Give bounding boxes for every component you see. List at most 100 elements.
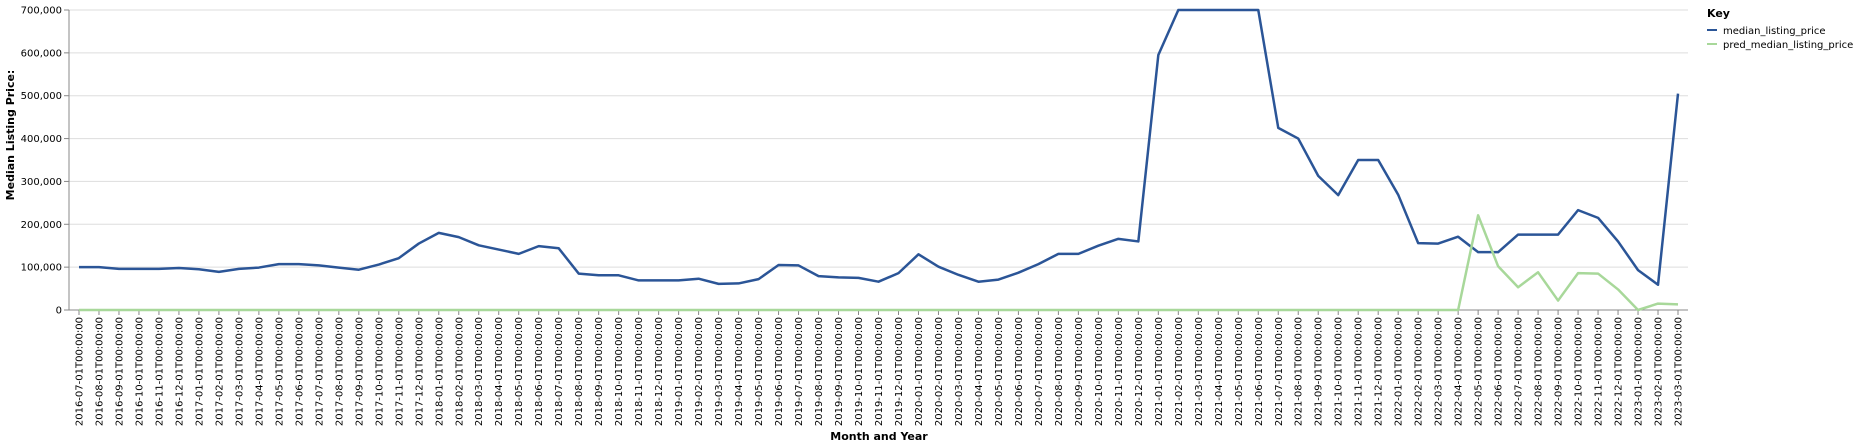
- data-point-median_listing_price: [358, 269, 360, 271]
- data-point-pred_median_listing_price: [1357, 309, 1359, 311]
- x-tick-label: 2020-09-01T00:00:00: [1074, 317, 1085, 426]
- x-tick-label: 2018-06-01T00:00:00: [534, 317, 545, 426]
- x-tick-label: 2020-12-01T00:00:00: [1134, 317, 1145, 426]
- data-point-median_listing_price: [857, 277, 859, 279]
- x-tick-label: 2021-10-01T00:00:00: [1334, 317, 1345, 426]
- x-tick-label: 2019-07-01T00:00:00: [794, 317, 805, 426]
- data-point-pred_median_listing_price: [817, 309, 819, 311]
- data-point-median_listing_price: [1357, 159, 1359, 161]
- x-tick-label: 2021-07-01T00:00:00: [1274, 317, 1285, 426]
- data-point-median_listing_price: [1677, 92, 1679, 94]
- x-tick-label: 2022-01-01T00:00:00: [1394, 317, 1405, 426]
- data-point-median_listing_price: [418, 242, 420, 244]
- data-point-median_listing_price: [637, 279, 639, 281]
- data-point-pred_median_listing_price: [657, 309, 659, 311]
- x-tick-label: 2020-07-01T00:00:00: [1034, 317, 1045, 426]
- x-tick-label: 2022-08-01T00:00:00: [1534, 317, 1545, 426]
- data-point-pred_median_listing_price: [1017, 309, 1019, 311]
- data-point-median_listing_price: [78, 266, 80, 268]
- x-tick-label: 2022-10-01T00:00:00: [1574, 317, 1585, 426]
- y-tick-label: 100,000: [21, 263, 62, 274]
- data-point-median_listing_price: [1097, 245, 1099, 247]
- data-point-pred_median_listing_price: [1117, 309, 1119, 311]
- data-point-median_listing_price: [318, 264, 320, 266]
- y-tick-label: 500,000: [21, 91, 62, 102]
- data-point-median_listing_price: [557, 247, 559, 249]
- data-point-pred_median_listing_price: [557, 309, 559, 311]
- x-tick-label: 2020-04-01T00:00:00: [974, 317, 985, 426]
- data-point-pred_median_listing_price: [1577, 272, 1579, 274]
- legend-label-pred: pred_median_listing_price: [1723, 40, 1853, 51]
- x-tick-label: 2017-06-01T00:00:00: [294, 317, 305, 426]
- data-point-pred_median_listing_price: [378, 309, 380, 311]
- data-point-median_listing_price: [1077, 253, 1079, 255]
- x-tick-label: 2018-11-01T00:00:00: [634, 317, 645, 426]
- x-tick-label: 2018-10-01T00:00:00: [614, 317, 625, 426]
- data-point-pred_median_listing_price: [1337, 309, 1339, 311]
- x-tick-label: 2019-01-01T00:00:00: [674, 317, 685, 426]
- data-point-median_listing_price: [797, 264, 799, 266]
- x-tick-label: 2020-10-01T00:00:00: [1094, 317, 1105, 426]
- x-tick-label: 2022-03-01T00:00:00: [1434, 317, 1445, 426]
- data-point-pred_median_listing_price: [278, 309, 280, 311]
- data-point-pred_median_listing_price: [1177, 309, 1179, 311]
- x-tick-label: 2018-01-01T00:00:00: [434, 317, 445, 426]
- x-tick-label: 2021-09-01T00:00:00: [1314, 317, 1325, 426]
- x-tick-label: 2022-09-01T00:00:00: [1554, 317, 1565, 426]
- data-point-pred_median_listing_price: [1317, 309, 1319, 311]
- data-point-pred_median_listing_price: [837, 309, 839, 311]
- data-point-median_listing_price: [1037, 263, 1039, 265]
- data-point-median_listing_price: [1177, 9, 1179, 11]
- x-tick-label: 2020-05-01T00:00:00: [994, 317, 1005, 426]
- data-point-pred_median_listing_price: [1037, 309, 1039, 311]
- data-point-pred_median_listing_price: [178, 309, 180, 311]
- data-point-median_listing_price: [917, 253, 919, 255]
- data-point-median_listing_price: [677, 279, 679, 281]
- x-tick-label: 2016-09-01T00:00:00: [114, 317, 125, 426]
- data-point-median_listing_price: [1117, 238, 1119, 240]
- x-tick-label: 2022-06-01T00:00:00: [1494, 317, 1505, 426]
- x-tick-label: 2016-12-01T00:00:00: [174, 317, 185, 426]
- data-point-median_listing_price: [1657, 284, 1659, 286]
- y-axis-title: Median Listing Price:: [4, 70, 17, 201]
- series-line-median_listing_price: [78, 8, 1680, 286]
- x-tick-label: 2017-02-01T00:00:00: [214, 317, 225, 426]
- data-point-pred_median_listing_price: [1297, 309, 1299, 311]
- x-tick-label: 2019-06-01T00:00:00: [774, 317, 785, 426]
- data-point-pred_median_listing_price: [897, 309, 899, 311]
- data-point-pred_median_listing_price: [98, 309, 100, 311]
- data-point-pred_median_listing_price: [577, 309, 579, 311]
- data-point-pred_median_listing_price: [677, 309, 679, 311]
- data-point-pred_median_listing_price: [917, 309, 919, 311]
- data-point-median_listing_price: [617, 274, 619, 276]
- x-tick-label: 2019-05-01T00:00:00: [754, 317, 765, 426]
- data-point-median_listing_price: [1137, 240, 1139, 242]
- x-tick-label: 2018-02-01T00:00:00: [454, 317, 465, 426]
- data-point-pred_median_listing_price: [977, 309, 979, 311]
- data-point-median_listing_price: [837, 276, 839, 278]
- data-point-pred_median_listing_price: [1377, 309, 1379, 311]
- data-point-median_listing_price: [538, 245, 540, 247]
- x-tick-label: 2018-08-01T00:00:00: [574, 317, 585, 426]
- data-point-median_listing_price: [1297, 137, 1299, 139]
- x-tick-label: 2019-09-01T00:00:00: [834, 317, 845, 426]
- data-point-median_listing_price: [1157, 54, 1159, 56]
- x-tick-label: 2016-11-01T00:00:00: [154, 317, 165, 426]
- x-tick-label: 2017-12-01T00:00:00: [414, 317, 425, 426]
- data-point-median_listing_price: [338, 266, 340, 268]
- x-tick-label: 2016-10-01T00:00:00: [134, 317, 145, 426]
- data-point-pred_median_listing_price: [1157, 309, 1159, 311]
- data-point-pred_median_listing_price: [1237, 309, 1239, 311]
- data-point-pred_median_listing_price: [298, 309, 300, 311]
- data-point-pred_median_listing_price: [997, 309, 999, 311]
- data-point-median_listing_price: [577, 272, 579, 274]
- data-point-median_listing_price: [1557, 233, 1559, 235]
- data-point-median_listing_price: [1217, 9, 1219, 11]
- x-tick-label: 2021-02-01T00:00:00: [1174, 317, 1185, 426]
- x-tick-label: 2019-03-01T00:00:00: [714, 317, 725, 426]
- data-point-median_listing_price: [777, 264, 779, 266]
- data-point-median_listing_price: [138, 268, 140, 270]
- data-point-pred_median_listing_price: [158, 309, 160, 311]
- data-point-median_listing_price: [1317, 175, 1319, 177]
